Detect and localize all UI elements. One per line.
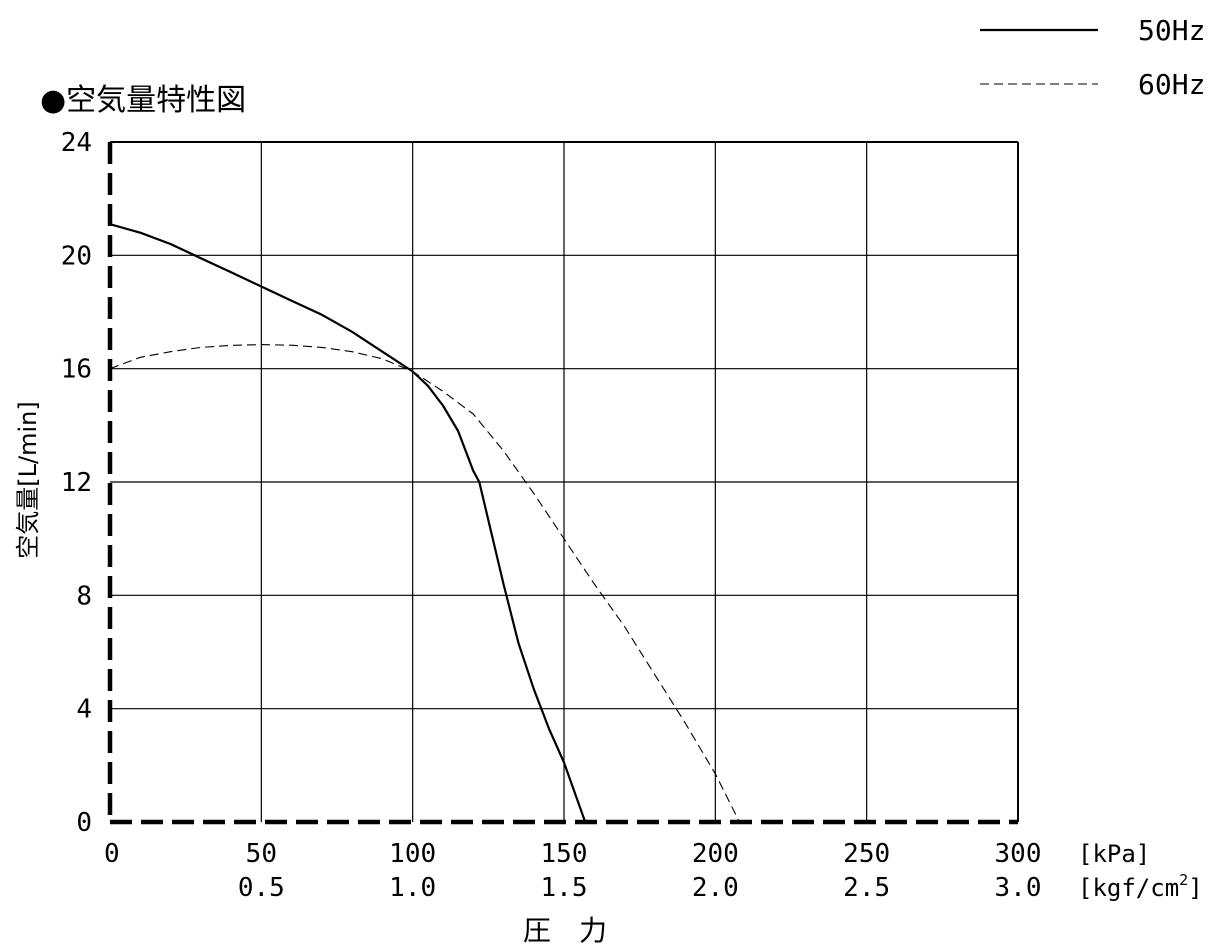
chart-title: ●空気量特性図 [40, 83, 246, 118]
series-line-50hz [109, 223, 587, 823]
y-tick-labels: 0 4 8 12 16 20 24 [61, 128, 92, 838]
y-tick-label: 4 [76, 695, 92, 725]
grid [110, 142, 1018, 822]
x-unit-secondary-close: ] [1188, 874, 1202, 902]
y-tick-label: 12 [61, 468, 92, 498]
x-unit-secondary: [kgf/cm2] [1078, 871, 1203, 902]
x-tick-label: 150 [541, 839, 588, 869]
x-tick-labels: 0 50 100 150 200 250 300 [104, 839, 1041, 869]
y-tick-label: 8 [76, 581, 92, 611]
x-axis-label: 圧 力 [523, 914, 607, 946]
axes [107, 141, 1019, 825]
x-unit-primary: [kPa] [1078, 840, 1150, 868]
x-tick-label: 100 [389, 839, 436, 869]
y-axis-label: 空気量[L/min] [14, 401, 42, 558]
x-tick-label: 0 [104, 839, 120, 869]
x-tick-label-secondary: 1.5 [541, 873, 588, 903]
x-tick-label: 200 [692, 839, 739, 869]
x-tick-label-secondary: 3.0 [995, 873, 1042, 903]
x-unit-secondary-text: [kgf/cm [1078, 874, 1179, 902]
series-line-60hz [109, 344, 740, 823]
x-tick-label: 50 [246, 839, 277, 869]
legend-label-60hz: 60Hz [1138, 68, 1205, 101]
x-tick-label-secondary: 1.0 [389, 873, 436, 903]
x-tick-labels-secondary: 0.5 1.0 1.5 2.0 2.5 3.0 [238, 873, 1042, 903]
x-tick-label-secondary: 0.5 [238, 873, 285, 903]
legend-label-50hz: 50Hz [1138, 14, 1205, 47]
y-tick-label: 20 [61, 241, 92, 271]
legend: 50Hz 60Hz [980, 14, 1205, 101]
y-tick-label: 16 [61, 355, 92, 385]
y-tick-label: 24 [61, 128, 92, 158]
x-tick-label-secondary: 2.5 [843, 873, 890, 903]
y-tick-label: 0 [76, 808, 92, 838]
x-tick-label: 300 [995, 839, 1042, 869]
x-tick-label: 250 [843, 839, 890, 869]
x-tick-label-secondary: 2.0 [692, 873, 739, 903]
series-group [109, 223, 740, 823]
x-unit-secondary-sup: 2 [1179, 871, 1188, 889]
